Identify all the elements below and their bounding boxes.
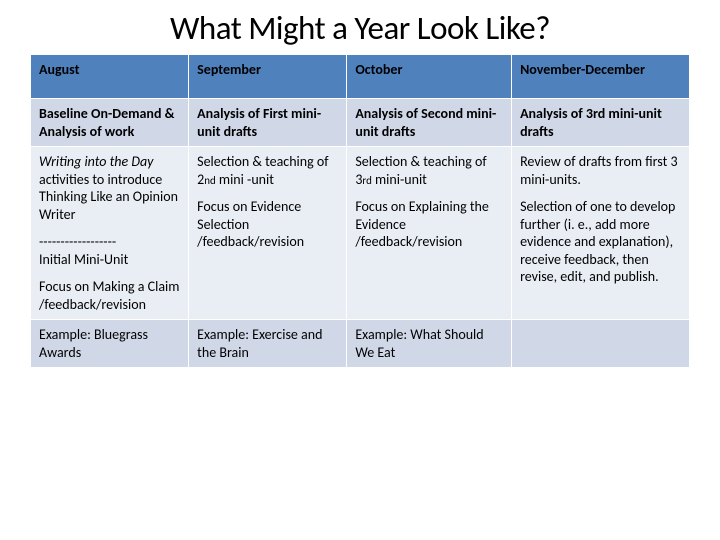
review-drafts-text: Review of drafts from first 3 mini-units…: [520, 153, 678, 188]
cell-baseline: Baseline On-Demand & Analysis of work: [31, 99, 189, 147]
oct-post: mini-unit: [372, 171, 427, 188]
develop-further-text: Selection of one to develop further (i. …: [520, 198, 681, 286]
col-header-nov-dec: November-December: [512, 55, 690, 99]
cell-second-drafts: Analysis of Second mini-unit drafts: [347, 99, 512, 147]
cell-example-october: Example: What Should We Eat: [347, 320, 512, 368]
divider-text: ------------------: [39, 233, 180, 251]
col-header-october: October: [347, 55, 512, 99]
year-plan-table: August September October November-Decemb…: [30, 54, 690, 368]
cell-september-activities: Selection & teaching of 2nd mini -unit F…: [189, 147, 347, 320]
cell-example-august: Example: Bluegrass Awards: [31, 320, 189, 368]
cell-first-drafts: Analysis of First mini-unit drafts: [189, 99, 347, 147]
col-header-august: August: [31, 55, 189, 99]
slide: What Might a Year Look Like? August Sept…: [0, 0, 720, 540]
focus-claim-text: Focus on Making a Claim /feedback/revisi…: [39, 278, 180, 313]
sep-post: mini -unit: [216, 171, 274, 188]
focus-evidence-text: Focus on Evidence Selection /feedback/re…: [197, 198, 338, 251]
cell-example-september: Example: Exercise and the Brain: [189, 320, 347, 368]
table-row: Writing into the Day activities to intro…: [31, 147, 690, 320]
writing-into-day-label: Writing into the Day: [39, 153, 153, 170]
sep-sup: nd: [204, 174, 215, 187]
col-header-september: September: [189, 55, 347, 99]
cell-novdec-activities: Review of drafts from first 3 mini-units…: [512, 147, 690, 320]
activities-text: activities to introduce Thinking Like an…: [39, 171, 178, 223]
cell-third-drafts: Analysis of 3rd mini-unit drafts: [512, 99, 690, 147]
table-row: Example: Bluegrass Awards Example: Exerc…: [31, 320, 690, 368]
initial-mini-unit-label: Initial Mini-Unit: [39, 251, 128, 268]
cell-october-activities: Selection & teaching of 3rd mini-unit Fo…: [347, 147, 512, 320]
slide-title: What Might a Year Look Like?: [30, 8, 690, 48]
table-header-row: August September October November-Decemb…: [31, 55, 690, 99]
cell-august-activities: Writing into the Day activities to intro…: [31, 147, 189, 320]
focus-explain-text: Focus on Explaining the Evidence /feedba…: [355, 198, 503, 251]
oct-sup: rd: [362, 174, 371, 187]
table-row: Baseline On-Demand & Analysis of work An…: [31, 99, 690, 147]
cell-example-novdec: [512, 320, 690, 368]
